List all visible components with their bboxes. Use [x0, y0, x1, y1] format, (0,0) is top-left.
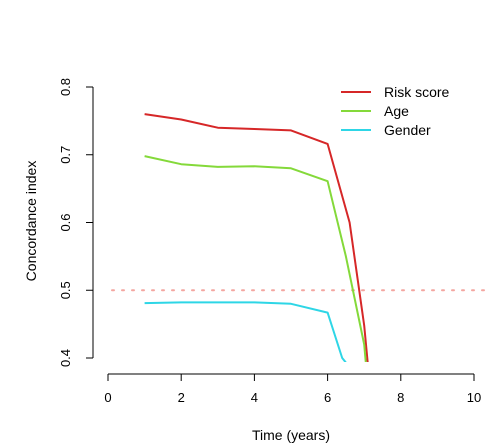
y-axis-label: Concordance index	[23, 161, 39, 282]
y-tick-label: 0.5	[58, 281, 73, 299]
series-line-risk-score	[144, 113, 369, 362]
x-tick-label: 2	[178, 390, 185, 405]
y-tick-label: 0.8	[58, 78, 73, 96]
series-line-age	[144, 155, 367, 362]
y-tick-label: 0.4	[58, 349, 73, 367]
x-tick-label: 6	[324, 390, 331, 405]
legend-label: Gender	[384, 122, 431, 138]
legend-label: Risk score	[384, 84, 450, 100]
x-axis-label: Time (years)	[252, 427, 330, 443]
y-tick-label: 0.7	[58, 146, 73, 164]
axes: 0 2 4 6 8 10 0.4 0.5 0.6 0.7 0.8	[58, 78, 481, 405]
x-tick-label: 0	[104, 390, 111, 405]
legend: Risk score Age Gender	[341, 84, 450, 138]
y-tick-label: 0.6	[58, 213, 73, 231]
x-tick-label: 10	[467, 390, 481, 405]
series-group	[144, 113, 369, 362]
x-tick-label: 8	[397, 390, 404, 405]
series-line-gender	[144, 301, 347, 362]
x-tick-label: 4	[251, 390, 258, 405]
legend-label: Age	[384, 103, 409, 119]
